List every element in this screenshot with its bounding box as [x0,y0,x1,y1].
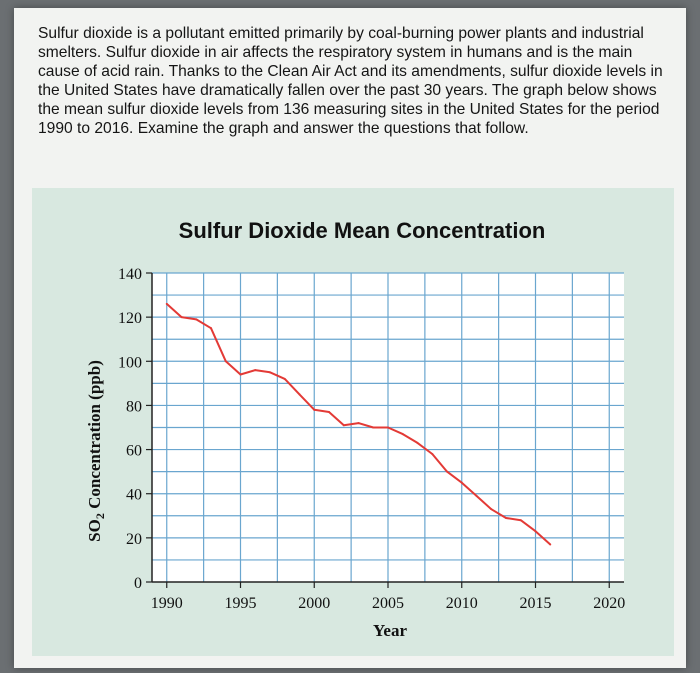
x-tick-label: 2010 [446,595,478,612]
y-tick-label: 0 [134,575,142,592]
so2-data-point [254,369,257,372]
x-tick-label: 2000 [298,595,330,612]
so2-data-point [239,373,242,376]
x-tick-label: 2020 [593,595,625,612]
y-tick-label: 80 [126,398,142,415]
so2-data-point [446,470,448,473]
so2-line-chart: 0 20 40 60 80 100 120 140 1990 1995 2000 2005 2010 20… [85,218,625,640]
so2-data-point [401,433,404,436]
x-tick-label: 2005 [372,595,404,612]
x-tick-label: 2015 [520,595,552,612]
x-tick-label: 1995 [225,595,257,612]
axes [146,272,624,588]
so2-data-point [357,422,360,425]
y-axis-label-rest: Concentration (ppb) [85,360,104,513]
tick-labels: 0 20 40 60 80 100 120 140 1990 1995 2000 2005 2010 20… [118,266,625,612]
y-tick-label: 40 [126,487,142,504]
so2-data-point [372,426,375,429]
chart-panel: 0 20 40 60 80 100 120 140 1990 1995 2000 2005 2010 20… [32,188,674,656]
so2-data-point [210,327,212,330]
series-layer [165,302,552,546]
so2-data-point [475,494,478,497]
so2-data-point [313,408,316,411]
so2-data-point [165,302,168,305]
x-axis-label: Year [373,621,407,640]
so2-data-point [519,519,522,522]
y-tick-label: 60 [126,443,142,460]
so2-data-point [180,316,183,319]
so2-data-point [195,318,198,321]
intro-paragraph: Sulfur dioxide is a pollutant emitted pr… [38,25,663,137]
chart-title: Sulfur Dioxide Mean Concentration [179,218,546,243]
y-axis-label-subscript: 2 [93,513,107,519]
so2-data-point [298,393,301,396]
y-tick-label: 120 [118,310,142,327]
so2-data-point [269,371,271,374]
y-axis-label: SO2 Concentration (ppb) [85,360,107,542]
so2-data-point [387,426,389,429]
so2-data-point [328,411,330,414]
y-axis-label-so: SO [85,519,104,542]
y-tick-label: 20 [126,531,142,548]
x-tick-label: 1990 [151,595,183,612]
so2-data-point [534,530,537,533]
so2-data-point [416,441,419,444]
worksheet-page: Sulfur dioxide is a pollutant emitted pr… [14,8,686,668]
so2-data-point [342,424,345,427]
y-tick-label: 140 [118,266,142,283]
so2-data-point [224,360,227,363]
so2-data-point [549,543,552,546]
so2-data-point [490,508,493,511]
so2-data-point [505,516,507,519]
so2-data-point [431,452,434,455]
y-tick-label: 100 [118,354,142,371]
so2-data-point [460,481,463,484]
so2-data-point [283,377,286,380]
